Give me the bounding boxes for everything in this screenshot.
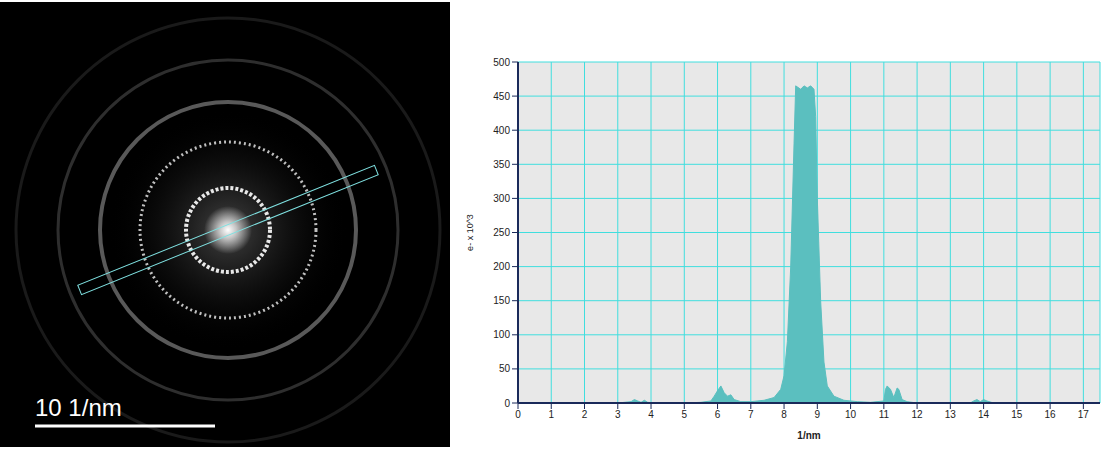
svg-text:200: 200	[493, 261, 510, 272]
svg-text:0: 0	[504, 398, 510, 409]
svg-text:12: 12	[912, 409, 924, 420]
svg-text:13: 13	[945, 409, 957, 420]
svg-text:500: 500	[493, 57, 510, 68]
svg-text:e- x 10^3: e- x 10^3	[465, 214, 475, 251]
svg-text:350: 350	[493, 159, 510, 170]
svg-text:1: 1	[548, 409, 554, 420]
svg-text:7: 7	[748, 409, 754, 420]
svg-text:100: 100	[493, 329, 510, 340]
svg-text:2: 2	[582, 409, 588, 420]
svg-text:1/nm: 1/nm	[797, 430, 820, 441]
svg-text:4: 4	[648, 409, 654, 420]
svg-text:250: 250	[493, 227, 510, 238]
svg-text:17: 17	[1078, 409, 1090, 420]
svg-text:8: 8	[781, 409, 787, 420]
svg-text:300: 300	[493, 193, 510, 204]
svg-text:400: 400	[493, 125, 510, 136]
svg-text:6: 6	[715, 409, 721, 420]
svg-text:50: 50	[499, 363, 511, 374]
svg-text:16: 16	[1045, 409, 1057, 420]
svg-text:5: 5	[682, 409, 688, 420]
svg-text:15: 15	[1011, 409, 1023, 420]
svg-text:3: 3	[615, 409, 621, 420]
svg-text:150: 150	[493, 295, 510, 306]
svg-text:10 1/nm: 10 1/nm	[35, 394, 122, 421]
svg-text:11: 11	[879, 409, 890, 420]
svg-text:14: 14	[978, 409, 990, 420]
svg-text:9: 9	[815, 409, 821, 420]
svg-text:10: 10	[845, 409, 857, 420]
svg-text:450: 450	[493, 91, 510, 102]
svg-text:0: 0	[515, 409, 521, 420]
